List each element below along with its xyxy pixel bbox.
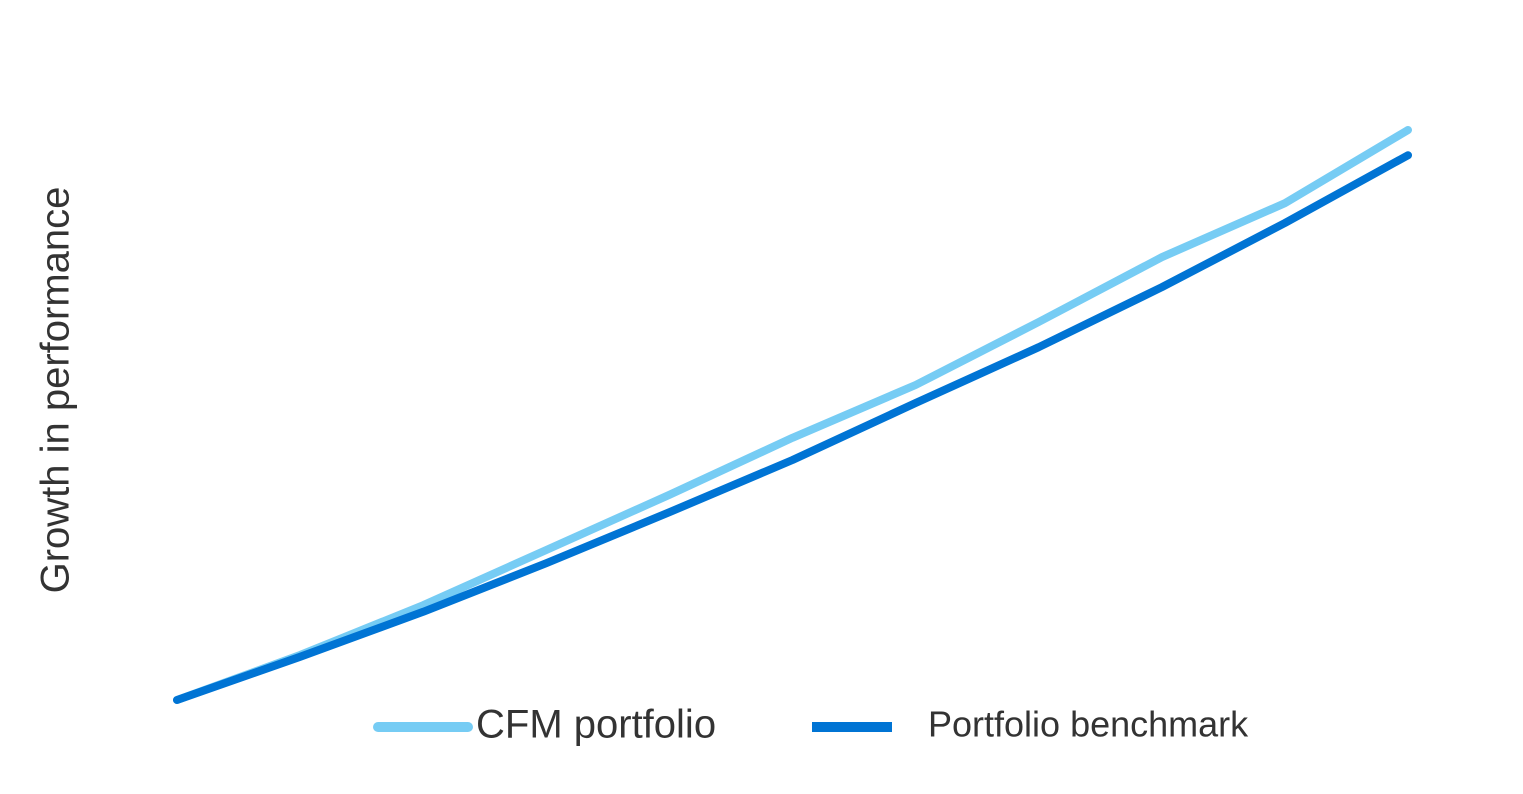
series-line — [173, 126, 1412, 704]
legend-label: CFM portfolio — [476, 703, 716, 747]
series-line — [173, 151, 1412, 704]
y-axis-label: Growth in performance — [34, 187, 78, 594]
legend-label: Portfolio benchmark — [928, 704, 1249, 745]
